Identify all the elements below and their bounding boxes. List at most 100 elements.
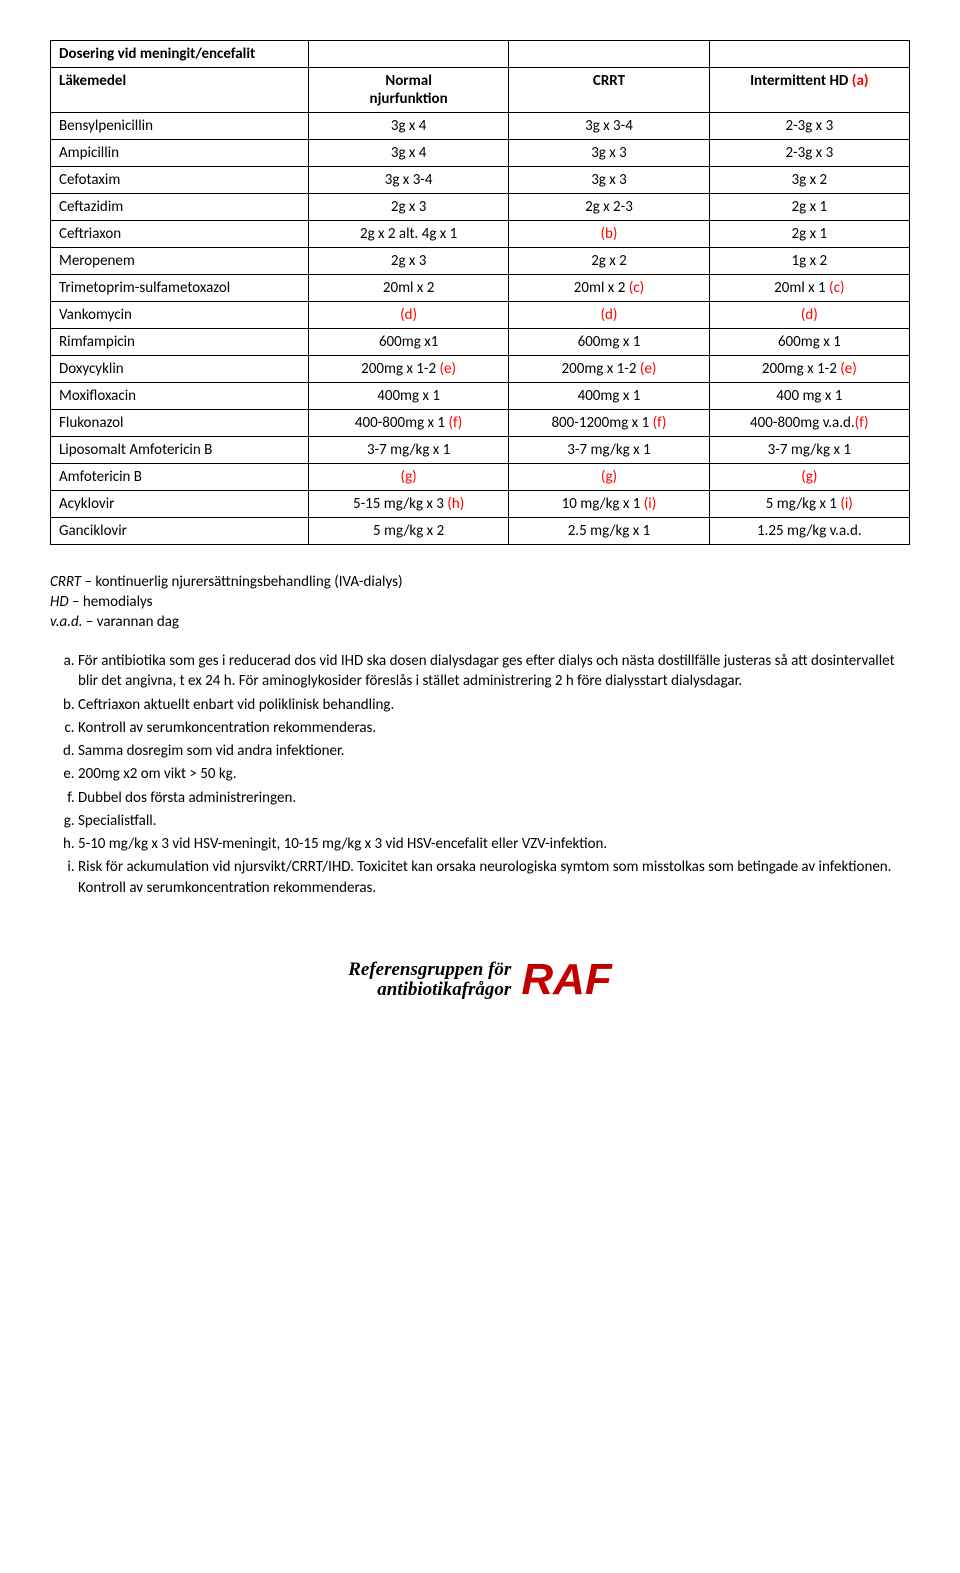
dose-cell: 5-15 mg/kg x 3 (h) (308, 491, 508, 518)
definitions: CRRT – kontinuerlig njurersättningsbehan… (50, 573, 910, 631)
logo-line1: Referensgruppen för (348, 959, 511, 980)
dose-cell: 3-7 mg/kg x 1 (308, 437, 508, 464)
dose-cell: 400-800mg x 1 (f) (308, 410, 508, 437)
drug-name: Bensylpenicillin (51, 113, 309, 140)
drug-name: Ceftazidim (51, 194, 309, 221)
drug-name: Meropenem (51, 248, 309, 275)
dose-cell: 2g x 3 (308, 248, 508, 275)
dose-cell: 200mg x 1-2 (e) (308, 356, 508, 383)
dose-cell: 2.5 mg/kg x 1 (509, 518, 709, 545)
dose-cell: 600mg x 1 (509, 329, 709, 356)
logo-text: Referensgruppen för antibiotikafrågor (348, 960, 511, 1000)
header-ihd: Intermittent HD (a) (709, 68, 909, 113)
dose-cell: 3g x 4 (308, 113, 508, 140)
drug-name: Cefotaxim (51, 167, 309, 194)
def-crrt-text: – kontinuerlig njurersättningsbehandling… (81, 573, 402, 591)
dose-cell: 3g x 3 (509, 167, 709, 194)
dose-cell: 600mg x 1 (709, 329, 909, 356)
def-hd-abbr: HD (50, 593, 69, 611)
table-title: Dosering vid meningit/encefalit (51, 41, 309, 68)
dose-cell: (d) (509, 302, 709, 329)
header-normal-l2: njurfunktion (370, 90, 448, 108)
table-row: Trimetoprim-sulfametoxazol20ml x 220ml x… (51, 275, 910, 302)
dose-cell: 400-800mg v.a.d.(f) (709, 410, 909, 437)
footnote-item: Specialistfall. (78, 811, 910, 831)
dose-cell: (g) (308, 464, 508, 491)
table-row: Acyklovir5-15 mg/kg x 3 (h)10 mg/kg x 1 … (51, 491, 910, 518)
drug-name: Rimfampicin (51, 329, 309, 356)
header-drug: Läkemedel (51, 68, 309, 113)
def-hd-text: – hemodialys (69, 593, 153, 611)
footnote-item: Samma dosregim som vid andra infektioner… (78, 741, 910, 761)
table-header-row: Läkemedel Normal njurfunktion CRRT Inter… (51, 68, 910, 113)
drug-name: Ceftriaxon (51, 221, 309, 248)
table-row: Ampicillin3g x 43g x 32-3g x 3 (51, 140, 910, 167)
dose-cell: 2g x 2 alt. 4g x 1 (308, 221, 508, 248)
dose-cell: 1g x 2 (709, 248, 909, 275)
def-vad: v.a.d. – varannan dag (50, 613, 910, 631)
dose-cell: 2g x 3 (308, 194, 508, 221)
def-crrt: CRRT – kontinuerlig njurersättningsbehan… (50, 573, 910, 591)
logo-line2: antibiotikafrågor (377, 979, 511, 1000)
def-vad-abbr: v.a.d. (50, 613, 83, 631)
footnote-item: Dubbel dos första administreringen. (78, 788, 910, 808)
dose-cell: (b) (509, 221, 709, 248)
dose-cell: (d) (308, 302, 508, 329)
table-row: Flukonazol400-800mg x 1 (f)800-1200mg x … (51, 410, 910, 437)
header-ihd-text: Intermittent HD (750, 72, 848, 90)
drug-name: Acyklovir (51, 491, 309, 518)
header-normal: Normal njurfunktion (308, 68, 508, 113)
footnote-item: 200mg x2 om vikt > 50 kg. (78, 764, 910, 784)
footnote-item: Ceftriaxon aktuellt enbart vid poliklini… (78, 695, 910, 715)
table-row: Rimfampicin600mg x1600mg x 1600mg x 1 (51, 329, 910, 356)
raf-logo: Referensgruppen för antibiotikafrågor RA… (348, 958, 612, 1002)
dose-cell: 400 mg x 1 (709, 383, 909, 410)
dose-cell: 20ml x 2 (308, 275, 508, 302)
dose-cell: 2g x 1 (709, 194, 909, 221)
def-hd: HD – hemodialys (50, 593, 910, 611)
table-title-row: Dosering vid meningit/encefalit (51, 41, 910, 68)
dose-cell: 2-3g x 3 (709, 140, 909, 167)
header-normal-l1: Normal (385, 72, 432, 90)
dose-cell: 3g x 3 (509, 140, 709, 167)
drug-name: Ampicillin (51, 140, 309, 167)
footnote-item: Risk för ackumulation vid njursvikt/CRRT… (78, 857, 910, 898)
drug-name: Liposomalt Amfotericin B (51, 437, 309, 464)
header-crrt: CRRT (509, 68, 709, 113)
table-row: Vankomycin(d)(d)(d) (51, 302, 910, 329)
empty-cell (509, 41, 709, 68)
table-row: Ceftriaxon2g x 2 alt. 4g x 1(b)2g x 1 (51, 221, 910, 248)
def-crrt-abbr: CRRT (50, 573, 81, 591)
drug-name: Moxifloxacin (51, 383, 309, 410)
dose-cell: 5 mg/kg x 1 (i) (709, 491, 909, 518)
dose-cell: 3g x 4 (308, 140, 508, 167)
table-row: Ceftazidim2g x 32g x 2-32g x 1 (51, 194, 910, 221)
dose-cell: 10 mg/kg x 1 (i) (509, 491, 709, 518)
table-row: Moxifloxacin400mg x 1400mg x 1400 mg x 1 (51, 383, 910, 410)
drug-name: Flukonazol (51, 410, 309, 437)
dose-cell: 600mg x1 (308, 329, 508, 356)
drug-name: Doxycyklin (51, 356, 309, 383)
dose-cell: 800-1200mg x 1 (f) (509, 410, 709, 437)
dose-cell: 2-3g x 3 (709, 113, 909, 140)
logo-container: Referensgruppen för antibiotikafrågor RA… (50, 958, 910, 1002)
table-row: Bensylpenicillin3g x 43g x 3-42-3g x 3 (51, 113, 910, 140)
dose-cell: 3g x 3-4 (308, 167, 508, 194)
drug-name: Trimetoprim-sulfametoxazol (51, 275, 309, 302)
dose-cell: 3-7 mg/kg x 1 (509, 437, 709, 464)
dose-cell: 1.25 mg/kg v.a.d. (709, 518, 909, 545)
drug-name: Vankomycin (51, 302, 309, 329)
dose-cell: 3g x 3-4 (509, 113, 709, 140)
dose-cell: 400mg x 1 (509, 383, 709, 410)
dose-cell: 2g x 2-3 (509, 194, 709, 221)
footnote-item: 5-10 mg/kg x 3 vid HSV-meningit, 10-15 m… (78, 834, 910, 854)
empty-cell (709, 41, 909, 68)
dose-cell: 2g x 2 (509, 248, 709, 275)
def-vad-text: – varannan dag (83, 613, 179, 631)
footnote-item: Kontroll av serumkoncentration rekommend… (78, 718, 910, 738)
table-row: Meropenem2g x 32g x 21g x 2 (51, 248, 910, 275)
dose-cell: 3g x 2 (709, 167, 909, 194)
dose-cell: 400mg x 1 (308, 383, 508, 410)
dose-cell: 200mg x 1-2 (e) (509, 356, 709, 383)
table-row: Doxycyklin200mg x 1-2 (e)200mg x 1-2 (e)… (51, 356, 910, 383)
